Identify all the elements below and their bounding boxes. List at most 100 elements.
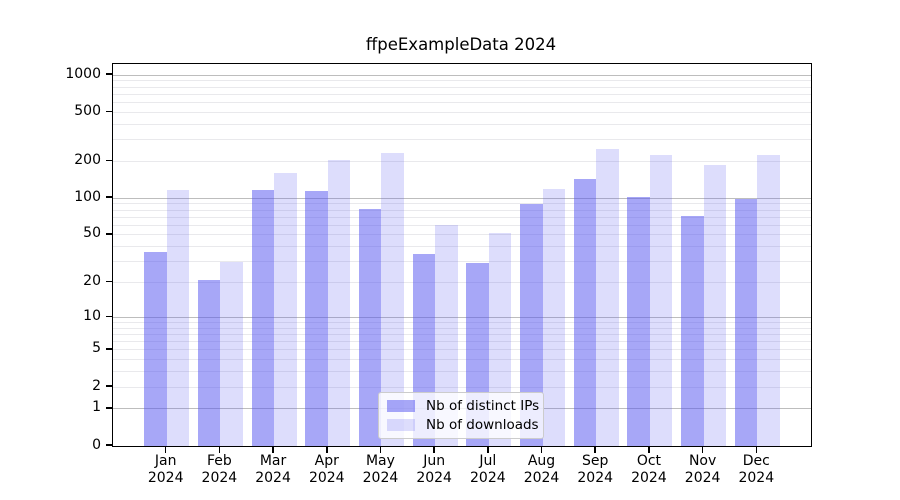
x-tick-label: Jan 2024 [147,453,184,486]
x-tick-mark [433,446,435,453]
bar-dec-distinct-ips [734,198,758,446]
y-tick-mark [106,73,112,75]
gridline [113,209,811,211]
y-tick-label: 1000 [65,65,101,82]
gridline [113,261,811,263]
y-tick-mark [106,444,112,446]
gridline [113,139,811,141]
y-tick-mark [106,315,112,318]
y-tick-label: 500 [74,102,101,119]
gridline [113,333,811,335]
y-tick-mark [106,110,112,112]
bar-jan-downloads [166,189,190,446]
y-tick-label: 1 [92,399,101,416]
gridline [113,282,811,284]
bar-may-downloads [381,152,404,446]
bar-sep-distinct-ips [573,179,597,446]
gridline [113,80,811,82]
bar-nov-downloads [703,165,727,446]
y-tick-mark [106,385,112,387]
x-tick-mark [272,446,274,453]
gridline [113,203,811,205]
bar-apr-downloads [327,160,351,446]
gridline [113,123,811,125]
x-tick-label: May 2024 [362,453,399,486]
gridline [113,111,811,113]
gridline [113,234,811,236]
gridline [113,160,811,162]
bar-apr-distinct-ips [305,190,328,446]
x-tick-label: Apr 2024 [308,453,345,486]
gridline [113,216,811,218]
x-tick-mark [379,446,382,453]
x-tick-mark [755,446,758,453]
y-tick-label: 100 [74,188,101,205]
gridline [113,93,811,95]
bar-feb-downloads [220,261,243,446]
bar-dec-downloads [757,154,780,446]
x-tick-mark [648,446,650,453]
chart-title: ffpeExampleData 2024 [365,35,557,54]
plot-area [112,63,812,447]
y-tick-label: 50 [83,225,101,242]
bar-nov-distinct-ips [681,216,704,446]
y-tick-mark [106,196,112,198]
gridline [113,321,811,323]
x-tick-label: Jun 2024 [416,453,452,486]
y-tick-mark [106,233,112,235]
x-tick-mark [540,446,543,453]
x-tick-mark [487,446,489,453]
legend-label-downloads: Nb of downloads [426,417,539,433]
bar-jan-distinct-ips [144,252,167,446]
bar-sep-downloads [596,149,619,446]
x-tick-label: Nov 2024 [684,453,721,486]
gridline [113,101,811,103]
gridline [113,246,811,248]
gridline [113,224,811,226]
bar-aug-downloads [542,189,566,446]
gridline [113,316,811,318]
bar-may-distinct-ips [358,209,382,446]
bar-mar-downloads [274,172,297,446]
y-tick-label: 0 [92,436,101,453]
legend-swatch-distinct-ips [387,400,415,412]
y-tick-mark [106,159,112,162]
y-tick-mark [106,407,112,409]
gridline [113,359,811,361]
gridline [113,197,811,199]
x-tick-label: Jul 2024 [470,453,506,486]
bar-oct-distinct-ips [627,197,650,446]
x-tick-label: Feb 2024 [201,453,238,486]
x-tick-mark [164,446,167,453]
y-tick-label: 20 [83,273,101,290]
x-tick-mark [701,446,704,453]
gridline [113,371,811,373]
bar-oct-downloads [649,155,673,446]
x-tick-label: Mar 2024 [255,453,291,486]
bar-mar-distinct-ips [251,190,275,446]
gridline [113,349,811,351]
legend-entry-distinct-ips: Nb of distinct IPs [387,398,539,414]
gridline [113,327,811,329]
x-tick-label: Dec 2024 [738,453,775,486]
legend-entry-downloads: Nb of downloads [387,417,539,433]
y-tick-label: 5 [92,340,101,357]
y-tick-label: 200 [74,151,101,168]
x-tick-label: Sep 2024 [577,453,614,486]
x-tick-label: Oct 2024 [631,453,667,486]
legend-swatch-downloads [387,419,415,431]
y-tick-label: 2 [92,377,101,394]
bar-jun-downloads [435,225,458,446]
y-tick-mark [106,280,112,283]
y-tick-mark [106,348,112,350]
bar-aug-distinct-ips [520,203,543,446]
bar-feb-distinct-ips [197,280,221,446]
gridline [113,86,811,88]
legend: Nb of distinct IPs Nb of downloads [378,392,544,439]
x-tick-mark [594,446,596,453]
gridline [113,74,811,76]
legend-label-distinct-ips: Nb of distinct IPs [426,398,540,414]
x-tick-mark [218,446,221,453]
gridline [113,341,811,343]
